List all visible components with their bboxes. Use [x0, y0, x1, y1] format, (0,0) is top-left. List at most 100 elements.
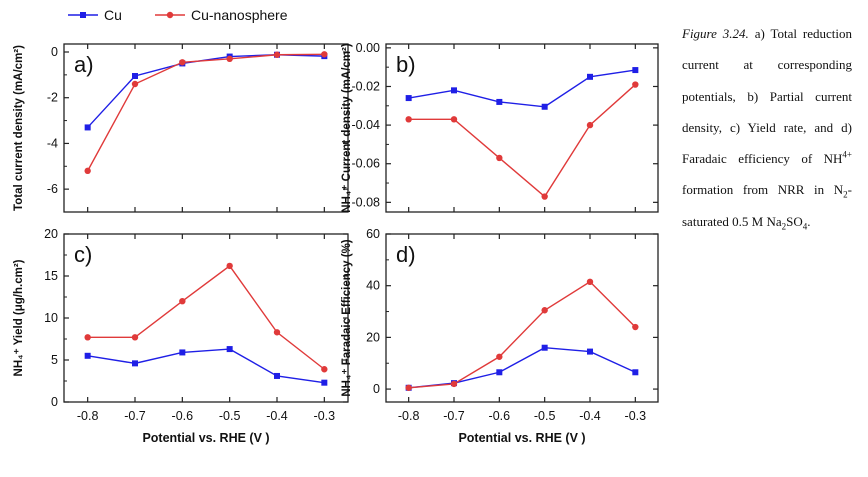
data-point-cu-nanosphere — [541, 307, 548, 314]
y-tick-label: -4 — [47, 136, 58, 150]
panel-label: a) — [74, 52, 94, 77]
y-tick-label: 40 — [366, 279, 380, 293]
data-point-cu-nanosphere — [632, 323, 639, 331]
series-line-cu — [87, 54, 325, 128]
data-point-cu-nanosphere — [405, 116, 412, 123]
series-line-cu — [408, 347, 636, 389]
y-tick-label: 0 — [51, 45, 58, 59]
data-point-cu-nanosphere — [131, 334, 139, 341]
data-point-cu — [632, 369, 639, 376]
caption-text-2: formation from NRR in N — [682, 182, 844, 198]
y-axis-label: NH₄⁺ Current density (mA/cm²) — [341, 43, 353, 213]
x-axis-label: Potential vs. RHE (V ) — [458, 431, 585, 445]
x-axis-label: Potential vs. RHE (V ) — [142, 431, 269, 445]
data-point-cu-nanosphere — [450, 380, 458, 388]
y-tick-label: -0.02 — [352, 79, 381, 93]
data-point-cu-nanosphere — [179, 59, 186, 66]
plot-frame — [385, 43, 659, 213]
caption-text-3: -saturated 0.5 M Na — [682, 182, 852, 229]
data-point-cu — [496, 98, 503, 105]
series-line-cu — [87, 348, 325, 384]
panel-label: b) — [396, 52, 416, 77]
data-point-cu-nanosphere — [273, 51, 281, 58]
y-tick-label: 60 — [366, 227, 380, 241]
plot-frame — [63, 233, 349, 403]
y-axis-label: NH₄⁺ Faradaic Efficiency (%) — [341, 239, 353, 396]
data-point-cu-nanosphere — [226, 262, 233, 270]
data-point-cu — [274, 372, 280, 379]
data-point-cu — [132, 360, 138, 367]
caption-label: Figure 3.24. — [682, 26, 749, 41]
plot-frame — [385, 233, 659, 403]
y-tick-label: 10 — [44, 311, 58, 325]
data-point-cu — [321, 379, 328, 386]
data-point-cu-nanosphere — [496, 154, 503, 162]
x-tick-label: -0.6 — [489, 409, 511, 423]
data-point-cu-nanosphere — [321, 366, 328, 373]
data-point-cu-nanosphere — [586, 121, 594, 129]
figure-caption: Figure 3.24. a) Total reduction current … — [682, 18, 852, 237]
x-tick-label: -0.7 — [443, 409, 465, 423]
data-point-cu-nanosphere — [586, 278, 594, 286]
x-tick-label: -0.3 — [314, 409, 336, 423]
data-point-cu-nanosphere — [321, 51, 328, 58]
panel-d-chart: 0 20 40 60 -0.8 -0.7 -0.6 -0.5 -0.4 -0.3 d) NH₄⁺ Fa… — [341, 227, 659, 445]
y-tick-label: -0.04 — [352, 118, 381, 132]
x-tick-label: -0.5 — [534, 409, 556, 423]
data-point-cu-nanosphere — [84, 167, 91, 175]
caption-sup: 4+ — [842, 149, 852, 160]
x-tick-label: -0.5 — [219, 409, 241, 423]
data-point-cu-nanosphere — [131, 80, 139, 88]
legend-label-cu-nanosphere: Cu-nanosphere — [191, 7, 288, 23]
y-tick-label: 15 — [44, 269, 58, 283]
legend-marker-cu — [80, 12, 86, 18]
series-line-cu-nanosphere — [408, 280, 636, 389]
series-line-cu-nanosphere — [408, 84, 636, 198]
y-axis-label: Total current density (mA/cm²) — [13, 45, 25, 211]
legend: Cu Cu-nanosphere — [68, 7, 288, 23]
y-tick-label: 0.00 — [356, 41, 380, 55]
data-point-cu — [179, 349, 186, 356]
legend-marker-cu-nanosphere — [166, 11, 174, 19]
data-point-cu — [632, 67, 639, 74]
data-point-cu-nanosphere — [541, 193, 548, 200]
x-tick-label: -0.8 — [398, 409, 420, 423]
x-tick-label: -0.4 — [579, 409, 601, 423]
data-point-cu — [587, 348, 593, 355]
data-point-cu-nanosphere — [496, 353, 503, 360]
y-tick-label: -2 — [47, 91, 58, 105]
data-point-cu — [451, 87, 457, 94]
y-tick-label: -0.08 — [352, 195, 381, 209]
y-tick-label: 20 — [44, 227, 58, 241]
y-axis-label: NH₄⁺ Yield (μg/h.cm²) — [13, 259, 25, 376]
caption-sub-2: 2 — [781, 221, 787, 232]
legend-label-cu: Cu — [104, 7, 122, 23]
caption-text: a) Total reduction current at correspond… — [682, 26, 853, 167]
series-line-cu — [408, 69, 636, 108]
x-tick-label: -0.3 — [625, 409, 647, 423]
data-point-cu — [132, 73, 138, 79]
y-tick-label: -0.06 — [352, 157, 381, 171]
data-point-cu-nanosphere — [84, 334, 91, 341]
panel-c-chart: 0 5 10 15 20 -0.8 -0.7 -0.6 -0.5 -0.4 -0.3 c) NH₄⁺ Y… — [13, 227, 349, 445]
x-tick-label: -0.8 — [77, 409, 99, 423]
data-point-cu-nanosphere — [226, 55, 233, 63]
plot-frame — [63, 43, 349, 213]
data-point-cu — [84, 124, 91, 131]
y-tick-label: -6 — [47, 182, 58, 196]
panel-b-chart: 0.00 -0.02 -0.04 -0.06 -0.08 b) NH₄⁺ Current d… — [341, 41, 659, 213]
data-point-cu-nanosphere — [405, 384, 412, 391]
x-tick-label: -0.4 — [266, 409, 288, 423]
x-tick-label: -0.7 — [124, 409, 146, 423]
y-tick-label: 20 — [366, 330, 380, 344]
y-tick-label: 5 — [51, 353, 58, 367]
series-line-cu-nanosphere — [87, 264, 325, 370]
legend-item-cu-nanosphere: Cu-nanosphere — [155, 7, 288, 23]
panel-label: c) — [74, 242, 92, 267]
y-tick-label: 0 — [373, 382, 380, 396]
caption-text-5: . — [807, 213, 811, 229]
data-point-cu — [496, 369, 503, 376]
data-point-cu — [541, 344, 548, 351]
x-tick-label: -0.6 — [172, 409, 194, 423]
